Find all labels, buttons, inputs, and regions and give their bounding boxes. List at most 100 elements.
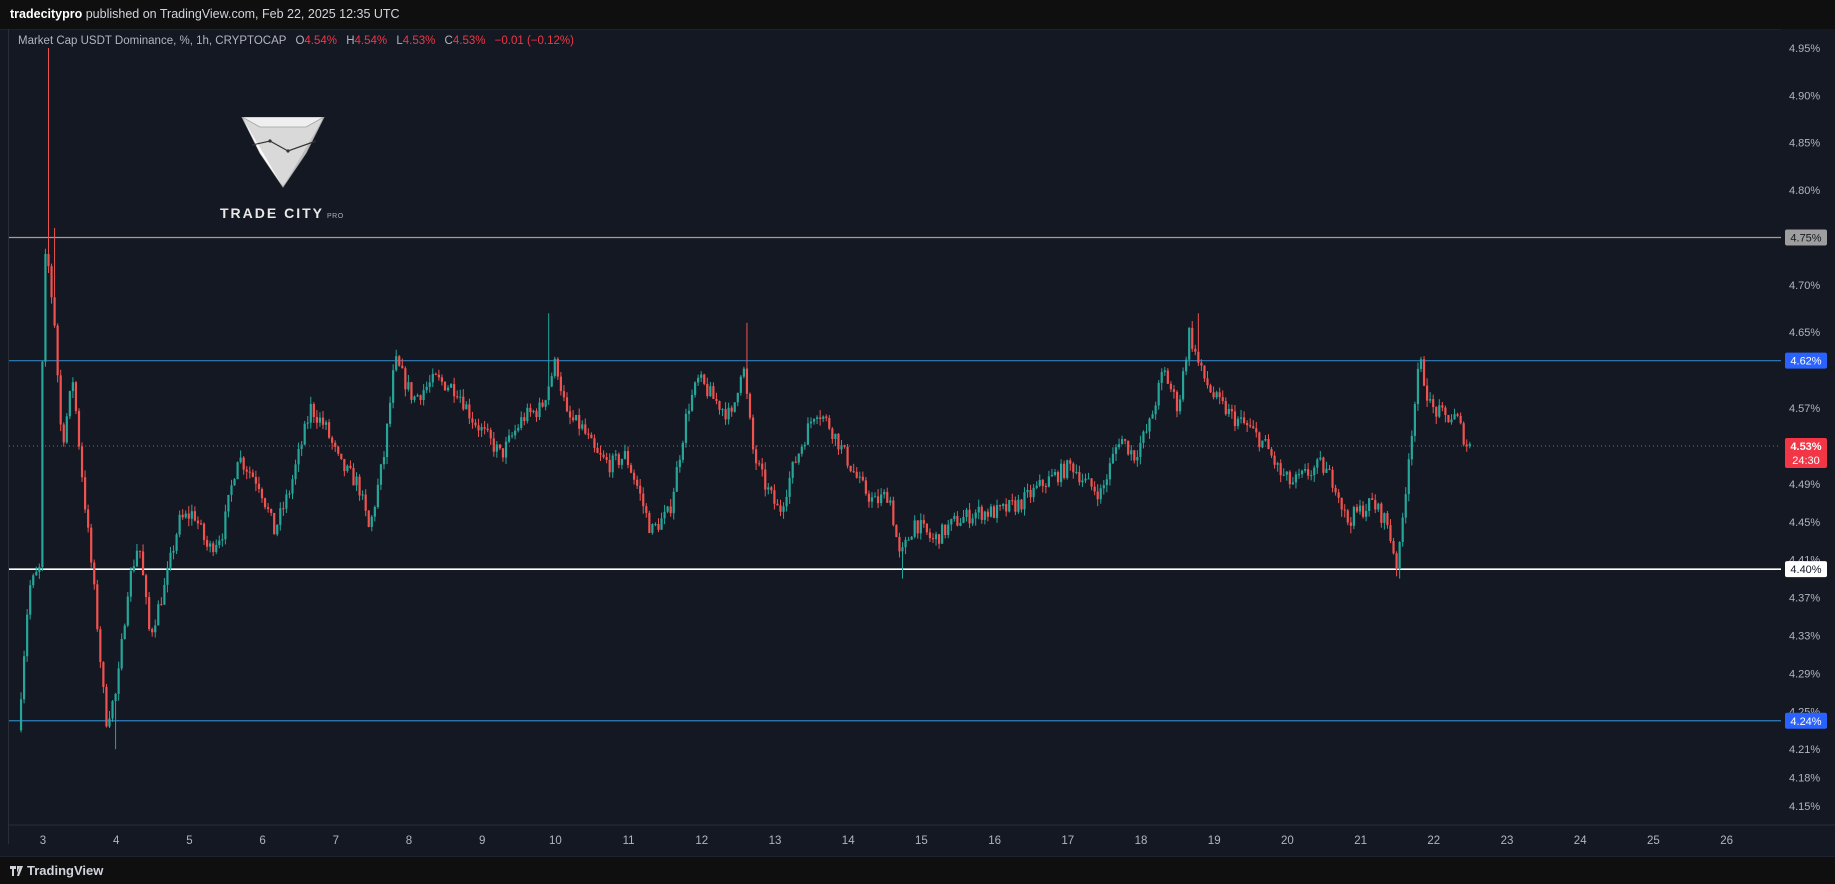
candle-body: [1181, 371, 1185, 400]
candle-body: [1127, 440, 1130, 455]
x-tick-label: 20: [1281, 835, 1294, 847]
candle-body: [672, 491, 675, 514]
candle-body: [105, 686, 108, 727]
candle-body: [285, 494, 288, 509]
candle-body: [931, 538, 935, 540]
candle-body: [794, 461, 797, 463]
candle-body: [815, 417, 819, 420]
candle-body: [160, 604, 163, 606]
y-tick-label: 4.49%: [1789, 479, 1820, 491]
candle-body: [154, 625, 157, 633]
candle-body: [736, 392, 739, 403]
candle-body: [687, 410, 691, 414]
symbol-title[interactable]: Market Cap USDT Dominance, %, 1h, CRYPTO…: [18, 35, 287, 47]
candle-body: [1172, 389, 1176, 392]
candle-body: [1099, 488, 1102, 500]
candle-body: [788, 477, 791, 497]
candle-body: [1325, 468, 1328, 473]
tradingview-brand[interactable]: TradingView: [10, 863, 103, 878]
candle-body: [776, 503, 779, 506]
candle-body: [608, 459, 611, 473]
candle-body: [1197, 351, 1200, 363]
candle-body: [1120, 439, 1124, 445]
high-value: 4.54%: [354, 35, 388, 47]
candle-body: [998, 505, 1002, 507]
candle-body: [1425, 385, 1429, 401]
candle-body: [379, 464, 383, 485]
candle-body: [123, 625, 126, 640]
candle-body: [550, 376, 553, 387]
candle-body: [520, 417, 523, 428]
candle-body: [1154, 405, 1157, 415]
candle-body: [74, 382, 78, 411]
candle-body: [742, 368, 745, 377]
candle-body: [1346, 510, 1349, 523]
candle-body: [1456, 414, 1459, 416]
candle-body: [1349, 522, 1352, 526]
candle-body: [953, 515, 956, 519]
candle-body: [950, 518, 953, 525]
candle-body: [373, 507, 376, 517]
x-tick-label: 17: [1061, 835, 1074, 847]
candle-body: [709, 386, 712, 397]
candle-body: [1087, 478, 1090, 480]
candle-body: [504, 441, 508, 458]
price-chart[interactable]: 4.95% 4.90% 4.85% 4.80% 4.70% 4.65% 4.57% 4.49%…: [9, 29, 1835, 856]
candle-body: [745, 368, 749, 394]
candle-body: [934, 534, 938, 540]
open-label: O: [295, 35, 305, 47]
chart-pane[interactable]: 4.95% 4.90% 4.85% 4.80% 4.70% 4.65% 4.57% 4.49%…: [8, 29, 1835, 856]
candle-body: [410, 382, 413, 400]
candle-body: [562, 391, 566, 398]
candle-body: [1038, 479, 1041, 486]
candle-body: [626, 451, 630, 466]
candle-body: [904, 539, 907, 548]
candle-body: [404, 368, 407, 390]
candle-body: [1020, 499, 1023, 510]
candle-body: [190, 511, 193, 519]
candle-body: [721, 409, 724, 411]
candle-body: [273, 512, 276, 535]
candle-body: [349, 465, 352, 469]
candle-body: [352, 468, 355, 486]
candle-body: [947, 524, 950, 536]
candle-body: [19, 699, 23, 731]
candle-body: [172, 550, 175, 553]
candle-body: [120, 639, 123, 669]
candle-body: [782, 506, 785, 512]
candle-body: [886, 491, 889, 503]
candle-body: [837, 433, 840, 450]
candle-body: [1429, 399, 1432, 401]
candle-body: [1249, 425, 1252, 427]
candle-body: [50, 266, 53, 298]
candle-body: [1422, 359, 1426, 386]
candle-body: [108, 718, 111, 727]
candle-body: [1285, 471, 1288, 475]
candle-body: [1294, 474, 1298, 483]
candle-body: [498, 444, 501, 449]
candle-body: [196, 520, 200, 524]
publisher-name[interactable]: tradecitypro: [10, 7, 83, 21]
candle-body: [471, 418, 474, 423]
candle-body: [187, 513, 190, 519]
candle-body: [526, 407, 529, 422]
candle-body: [1139, 442, 1142, 457]
candle-body: [1066, 460, 1069, 478]
candle-body: [1264, 439, 1267, 441]
candle-body: [910, 536, 913, 540]
candle-body: [1212, 392, 1215, 398]
last-price-label: 4.53%: [1790, 441, 1821, 453]
candle-body: [401, 365, 404, 369]
candle-body: [65, 416, 68, 443]
candle-body: [437, 374, 440, 378]
candle-body: [135, 550, 139, 567]
candle-body: [770, 487, 773, 491]
candle-body: [1206, 378, 1209, 386]
candle-body: [654, 523, 657, 525]
candle-body: [169, 552, 172, 568]
candle-body: [907, 539, 910, 541]
candle-body: [1374, 499, 1377, 510]
candle-body: [102, 662, 105, 687]
candle-body: [1380, 503, 1383, 523]
candle-body: [697, 377, 700, 383]
